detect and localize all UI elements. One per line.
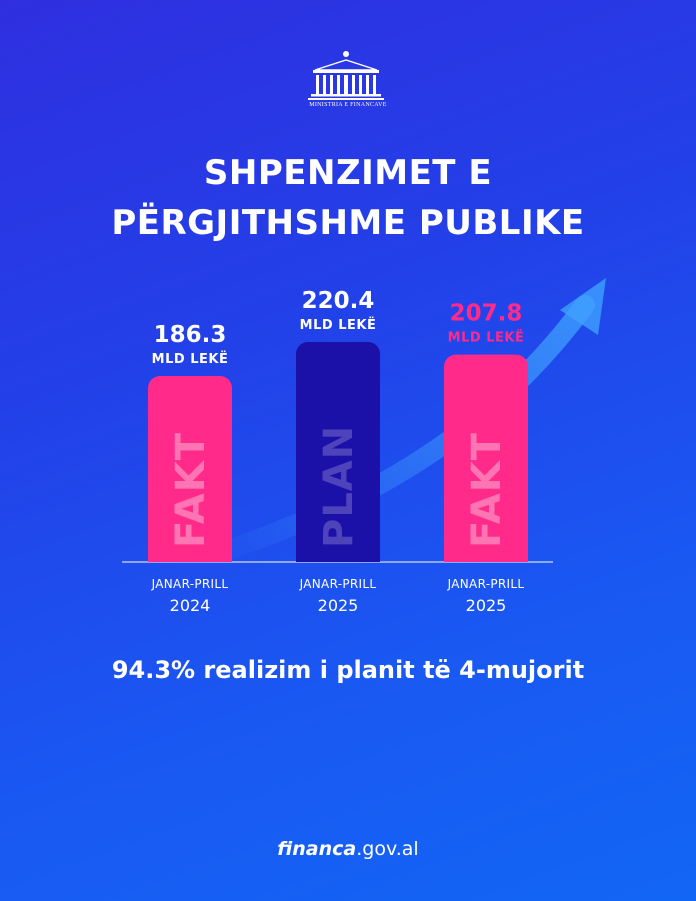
bar-label-2: PLAN	[316, 425, 362, 548]
bar-3-base	[444, 548, 528, 562]
category-year-1: 2024	[170, 596, 211, 615]
category-year-3: 2025	[466, 596, 507, 615]
value-label-2: 220.4	[302, 288, 375, 314]
value-label-1: 186.3	[154, 322, 227, 348]
bar-chart: FAKT 186.3 MLD LEKË JANAR-PRILL 2024 PLAN 220.…	[122, 278, 606, 615]
unit-label-1: MLD LEKË	[152, 351, 229, 367]
bar-2	[296, 342, 380, 562]
logo-caption: MINISTRIA E FINANCAVE	[309, 102, 387, 108]
bar-1-base	[148, 548, 232, 562]
title-line-1: SHPENZIMET E	[203, 153, 493, 193]
bar-3	[444, 354, 528, 562]
title-line-2: PËRGJITHSHME PUBLIKE	[111, 203, 585, 243]
page-title: SHPENZIMET E PËRGJITHSHME PUBLIKE	[0, 148, 696, 248]
bar-2-base	[296, 548, 380, 562]
building-icon	[308, 51, 384, 100]
bar-label-1: FAKT	[168, 432, 214, 548]
unit-label-3: MLD LEKË	[448, 330, 525, 346]
bar-label-3: FAKT	[464, 432, 510, 548]
footer-brand: financa	[277, 838, 357, 860]
category-period-2: JANAR-PRILL	[299, 577, 377, 591]
bar-1	[148, 376, 232, 562]
footer-website[interactable]: financa.gov.al	[0, 838, 696, 860]
category-year-2: 2025	[318, 596, 359, 615]
realization-note: 94.3% realizim i planit të 4-mujorit	[111, 656, 585, 684]
unit-label-2: MLD LEKË	[300, 317, 377, 333]
category-period-1: JANAR-PRILL	[151, 577, 229, 591]
trend-arrow	[190, 278, 606, 570]
footer-domain: .gov.al	[356, 838, 419, 860]
ministry-logo	[305, 50, 387, 112]
category-period-3: JANAR-PRILL	[447, 577, 525, 591]
value-label-3: 207.8	[450, 301, 523, 327]
